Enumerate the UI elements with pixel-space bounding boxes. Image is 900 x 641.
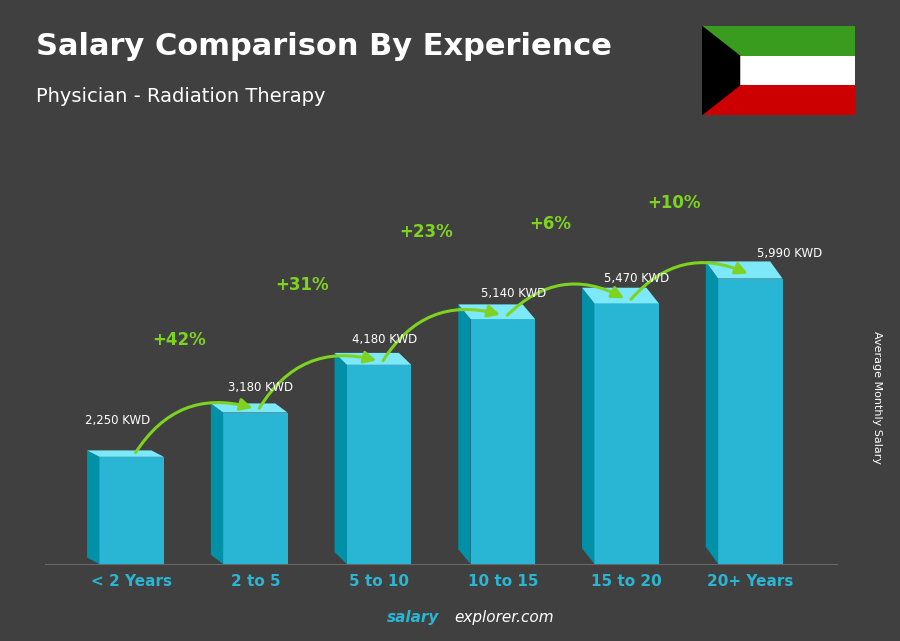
Text: +42%: +42% xyxy=(152,331,205,349)
Text: 4,180 KWD: 4,180 KWD xyxy=(352,333,417,346)
Polygon shape xyxy=(706,262,718,564)
Polygon shape xyxy=(211,403,288,413)
Text: salary: salary xyxy=(387,610,439,625)
Polygon shape xyxy=(347,365,411,564)
Text: 5,470 KWD: 5,470 KWD xyxy=(604,272,670,285)
Polygon shape xyxy=(87,451,99,564)
Polygon shape xyxy=(335,353,411,365)
Polygon shape xyxy=(582,288,659,303)
Bar xyxy=(702,26,855,56)
Polygon shape xyxy=(706,262,782,279)
Text: +10%: +10% xyxy=(647,194,700,212)
Polygon shape xyxy=(99,457,164,564)
Polygon shape xyxy=(718,279,782,564)
Bar xyxy=(702,56,855,85)
Text: 3,180 KWD: 3,180 KWD xyxy=(229,381,293,394)
Text: Salary Comparison By Experience: Salary Comparison By Experience xyxy=(36,32,612,61)
Text: 5,990 KWD: 5,990 KWD xyxy=(757,247,822,260)
Text: Average Monthly Salary: Average Monthly Salary xyxy=(872,331,883,464)
Polygon shape xyxy=(702,26,740,115)
Polygon shape xyxy=(87,451,164,457)
Text: +6%: +6% xyxy=(529,215,571,233)
Text: Physician - Radiation Therapy: Physician - Radiation Therapy xyxy=(36,87,326,106)
Polygon shape xyxy=(223,413,288,564)
Text: +31%: +31% xyxy=(275,276,329,294)
Text: 5,140 KWD: 5,140 KWD xyxy=(481,288,545,301)
Polygon shape xyxy=(211,403,223,564)
Text: explorer.com: explorer.com xyxy=(454,610,554,625)
Polygon shape xyxy=(471,319,535,564)
Polygon shape xyxy=(335,353,347,564)
Text: 2,250 KWD: 2,250 KWD xyxy=(85,414,149,427)
Polygon shape xyxy=(582,288,595,564)
Polygon shape xyxy=(595,303,659,564)
Polygon shape xyxy=(458,304,471,564)
Text: +23%: +23% xyxy=(400,223,453,241)
Bar xyxy=(702,85,855,115)
Polygon shape xyxy=(458,304,535,319)
